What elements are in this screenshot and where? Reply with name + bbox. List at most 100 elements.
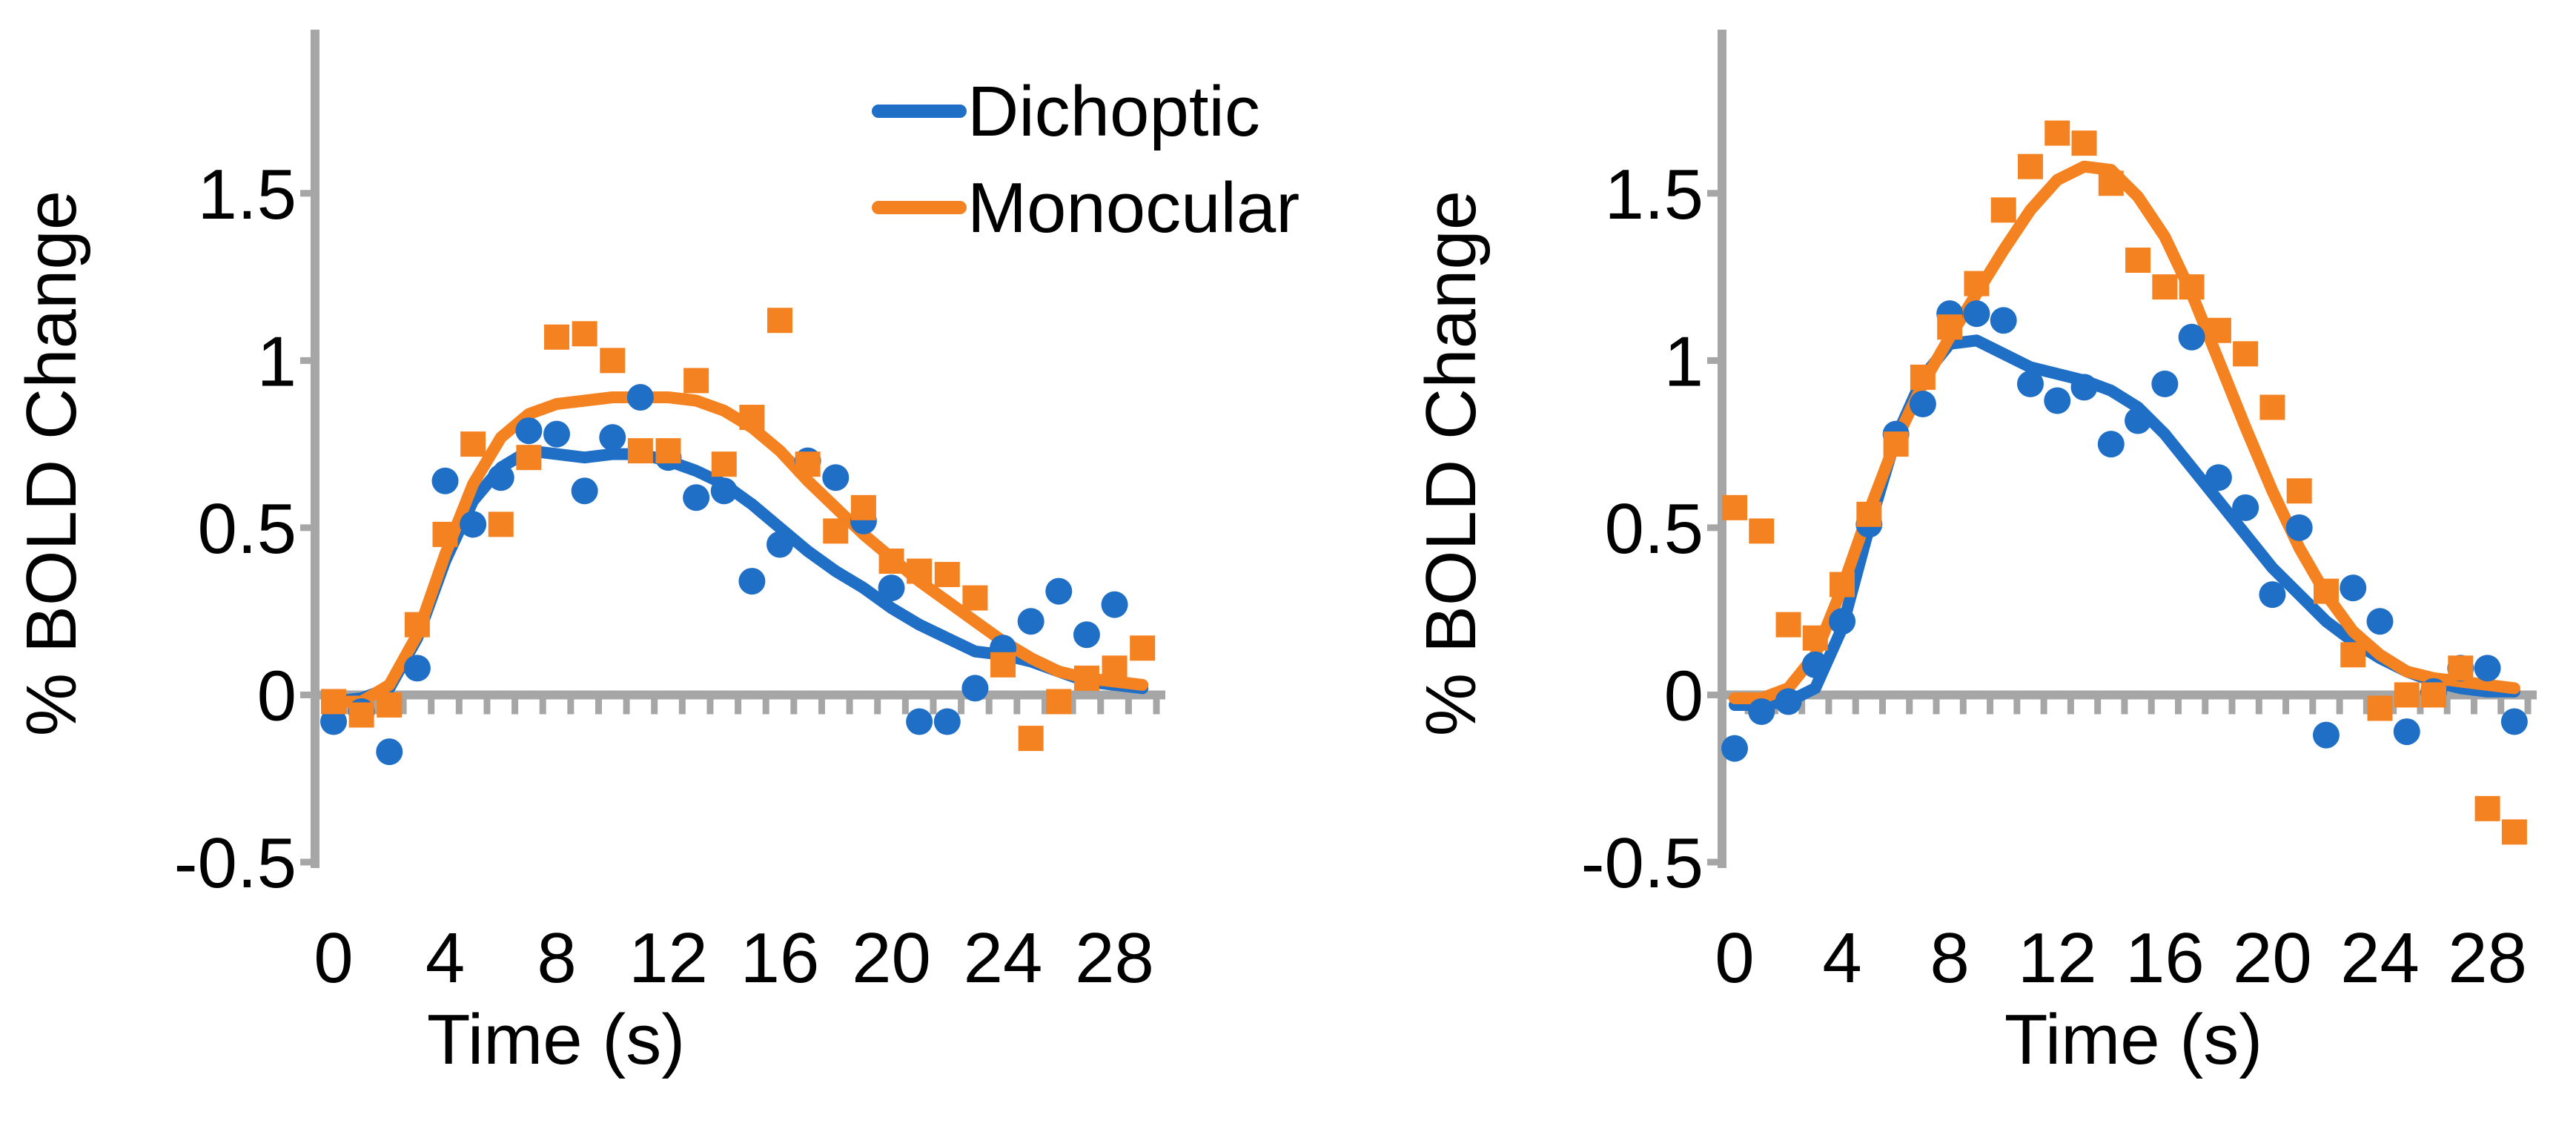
- data-point-monocular: [1130, 635, 1156, 661]
- data-point-monocular: [2286, 478, 2312, 504]
- x-axis-title: Time (s): [427, 1000, 685, 1079]
- data-point-dichoptic: [1963, 300, 1990, 328]
- data-point-dichoptic: [515, 417, 543, 445]
- chart-left: -0.500.511.50 4 8 12 16 20 24 28 Time (s) % BOL…: [12, 30, 1299, 1079]
- legend: Dichoptic Monocular: [872, 72, 1299, 248]
- data-point-dichoptic: [2178, 323, 2205, 351]
- y-tick-label: 1: [257, 322, 297, 401]
- y-tick-label: 0.5: [198, 489, 297, 569]
- y-tick-label: 1.5: [1605, 155, 1703, 234]
- data-point-dichoptic: [599, 424, 626, 451]
- data-point-monocular: [544, 324, 570, 350]
- data-point-dichoptic: [487, 464, 514, 491]
- data-point-monocular: [572, 321, 597, 347]
- data-point-monocular: [934, 562, 960, 588]
- data-point-monocular: [1775, 612, 1801, 637]
- x-tick-label: 4: [1822, 918, 1861, 998]
- legend-label-dichoptic: Dichoptic: [967, 72, 1260, 151]
- data-point-dichoptic: [1721, 735, 1748, 762]
- data-point-dichoptic: [683, 484, 710, 511]
- data-point-dichoptic: [1101, 591, 1128, 618]
- x-tick-label: 12: [629, 918, 708, 998]
- data-point-monocular: [739, 405, 765, 431]
- data-point-monocular: [404, 612, 430, 637]
- data-point-dichoptic: [906, 708, 933, 735]
- data-point-dichoptic: [1801, 651, 1829, 678]
- data-point-dichoptic: [2125, 407, 2152, 434]
- data-point-monocular: [2205, 317, 2231, 343]
- data-point-monocular: [1964, 271, 1990, 297]
- data-point-monocular: [432, 521, 458, 547]
- legend-label-monocular: Monocular: [967, 168, 1299, 248]
- data-point-monocular: [2474, 795, 2500, 821]
- data-point-monocular: [795, 451, 821, 477]
- data-point-monocular: [850, 494, 876, 520]
- data-point-dichoptic: [822, 464, 850, 491]
- data-point-dichoptic: [543, 420, 571, 448]
- data-point-dichoptic: [2151, 370, 2179, 397]
- x-tick-label: 20: [2233, 918, 2312, 998]
- data-point-dichoptic: [878, 574, 905, 602]
- data-point-monocular: [2017, 153, 2043, 179]
- x-tick-label: 24: [2340, 918, 2420, 998]
- data-point-monocular: [962, 585, 988, 611]
- x-axis-title: Time (s): [2004, 1000, 2262, 1079]
- data-point-dichoptic: [571, 477, 598, 505]
- data-point-monocular: [321, 689, 346, 715]
- data-point-monocular: [1046, 689, 1072, 715]
- data-point-dichoptic: [710, 477, 738, 505]
- data-point-monocular: [1722, 494, 1747, 520]
- x-tick-label: 0: [1715, 918, 1754, 998]
- y-tick-label: 0: [257, 656, 297, 735]
- data-point-dichoptic: [766, 531, 794, 558]
- data-point-dichoptic: [2259, 581, 2286, 609]
- y-tick-label: 0.5: [1605, 489, 1703, 569]
- data-point-monocular: [2340, 642, 2366, 668]
- y-tick-label: -0.5: [174, 824, 297, 903]
- y-tick-label: 1: [1664, 322, 1703, 401]
- data-point-monocular: [2152, 274, 2178, 300]
- data-point-monocular: [2071, 130, 2097, 156]
- data-point-monocular: [600, 348, 626, 374]
- data-point-dichoptic: [1073, 621, 1100, 649]
- data-point-dichoptic: [1990, 307, 2017, 334]
- data-point-monocular: [2259, 394, 2285, 420]
- data-point-dichoptic: [1045, 577, 1073, 605]
- x-tick-label: 24: [964, 918, 1043, 998]
- data-point-dichoptic: [2097, 431, 2125, 458]
- data-point-monocular: [711, 451, 737, 477]
- data-point-monocular: [1990, 197, 2016, 223]
- data-point-monocular: [2448, 655, 2474, 681]
- data-point-dichoptic: [2205, 464, 2232, 491]
- data-point-dichoptic: [2393, 718, 2420, 746]
- data-point-monocular: [348, 702, 374, 728]
- y-tick-label: 0: [1664, 656, 1703, 735]
- x-tick-label: 12: [2018, 918, 2097, 998]
- data-point-monocular: [488, 511, 514, 537]
- y-tick-label: 1.5: [198, 155, 297, 234]
- data-point-monocular: [377, 692, 403, 718]
- x-tick-label: 16: [2125, 918, 2205, 998]
- data-point-monocular: [683, 368, 709, 394]
- data-point-monocular: [878, 549, 904, 574]
- x-tick-label: 8: [537, 918, 576, 998]
- data-point-dichoptic: [1017, 608, 1044, 635]
- chart-right: -0.500.511.50 4 8 12 16 20 24 28 Time (s) % BOL…: [1411, 30, 2537, 1079]
- data-point-monocular: [767, 308, 793, 334]
- x-tick-label: 0: [314, 918, 353, 998]
- fit-line-dichoptic: [1729, 334, 2520, 711]
- x-tick-label: 20: [852, 918, 931, 998]
- data-point-monocular: [990, 652, 1016, 678]
- x-tick-label: 16: [741, 918, 820, 998]
- data-point-dichoptic: [320, 708, 347, 735]
- x-tick-label: 28: [1075, 918, 1154, 998]
- data-point-monocular: [1937, 314, 1963, 340]
- data-point-monocular: [1102, 655, 1128, 681]
- data-point-monocular: [2394, 682, 2420, 708]
- data-point-monocular: [2179, 274, 2205, 300]
- data-point-dichoptic: [626, 383, 654, 411]
- data-point-dichoptic: [2044, 387, 2071, 414]
- x-tick-label: 4: [426, 918, 465, 998]
- data-point-monocular: [2098, 170, 2124, 196]
